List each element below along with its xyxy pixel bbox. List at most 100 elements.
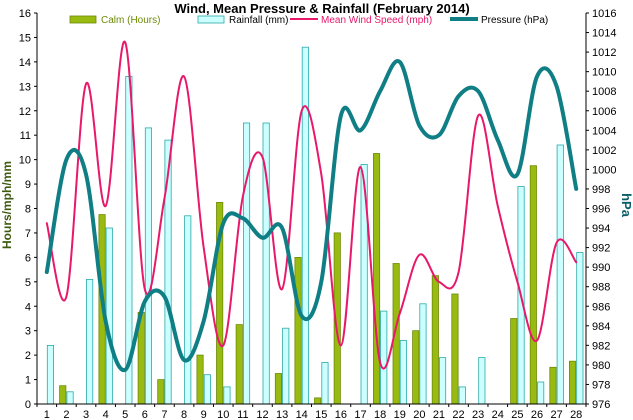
legend-label-calm: Calm (Hours) — [101, 15, 160, 26]
bar-rainfall — [399, 340, 407, 405]
y-axis-label-right: hPa — [619, 193, 633, 218]
x-tick-label: 13 — [276, 409, 288, 420]
y-tick-label-left: 5 — [25, 277, 31, 289]
x-tick-label: 24 — [492, 409, 504, 420]
legend-label-pressure: Pressure (hPa) — [481, 15, 548, 26]
bar-calm — [372, 153, 381, 405]
y-tick-label-left: 4 — [25, 301, 31, 313]
bar-calm — [451, 293, 459, 405]
bar-rainfall — [380, 310, 388, 405]
y-tick-label-right: 1010 — [592, 67, 616, 79]
bar-rainfall — [576, 252, 584, 405]
y-tick-label-right: 982 — [592, 340, 610, 352]
x-tick-label: 14 — [296, 409, 308, 420]
bar-rainfall — [282, 327, 290, 405]
y-tick-label-left: 13 — [19, 81, 31, 93]
x-tick-label: 28 — [570, 409, 582, 420]
chart-title: Wind, Mean Pressure & Rainfall (February… — [174, 1, 469, 16]
y-tick-label-right: 988 — [592, 282, 610, 294]
x-tick-label: 5 — [122, 409, 128, 420]
y-tick-label-right: 976 — [592, 399, 610, 411]
y-tick-label-left: 2 — [25, 350, 31, 362]
bar-rainfall — [458, 386, 466, 405]
x-tick-label: 6 — [142, 409, 148, 420]
x-tick-label: 23 — [472, 409, 484, 420]
y-tick-label-left: 9 — [25, 179, 31, 191]
x-tick-label: 9 — [201, 409, 207, 420]
y-tick-label-right: 990 — [592, 262, 610, 274]
bar-rainfall — [66, 391, 74, 405]
bar-rainfall — [223, 386, 231, 405]
x-tick-label: 10 — [217, 409, 229, 420]
y-tick-label-right: 1002 — [592, 145, 616, 157]
x-tick-label: 17 — [354, 409, 366, 420]
x-tick-label: 11 — [237, 409, 248, 420]
bar-rainfall — [242, 122, 251, 405]
y-tick-label-left: 6 — [25, 252, 31, 264]
x-tick-label: 4 — [103, 409, 109, 420]
bar-rainfall — [438, 357, 447, 405]
y-tick-label-right: 1016 — [592, 8, 616, 20]
bar-calm — [294, 256, 302, 405]
bar-calm — [235, 324, 243, 405]
y-tick-label-right: 1012 — [592, 47, 616, 59]
bar-calm — [510, 318, 518, 405]
y-axis-label-left: Hours/mph/mm — [0, 161, 14, 249]
series-line-pressure — [44, 59, 579, 372]
bar-rainfall — [537, 381, 545, 405]
y-tick-label-left: 8 — [25, 204, 31, 216]
series-line-wind-speed — [45, 41, 578, 370]
y-tick-label-right: 984 — [592, 321, 610, 333]
bar-calm — [196, 354, 204, 405]
y-tick-label-right: 992 — [592, 243, 610, 255]
y-tick-label-right: 1004 — [592, 125, 616, 137]
y-tick-label-right: 986 — [592, 301, 610, 313]
y-tick-label-left: 7 — [25, 228, 31, 240]
legend: Calm (Hours) Rainfall (mm) Mean Wind Speed… — [69, 15, 548, 26]
bar-calm — [59, 385, 67, 405]
bar-rainfall — [86, 278, 94, 405]
x-tick-label: 8 — [181, 409, 187, 420]
x-tick-label: 25 — [511, 409, 523, 420]
x-tick-label: 22 — [452, 409, 464, 420]
bar-calm — [569, 360, 577, 405]
x-tick-label: 12 — [256, 409, 268, 420]
bar-calm — [274, 373, 282, 405]
y-tick-label-left: 0 — [25, 399, 31, 411]
x-tick-label: 27 — [550, 409, 562, 420]
bar-rainfall — [105, 227, 113, 405]
y-tick-label-left: 1 — [25, 375, 31, 387]
y-tick-label-left: 14 — [19, 57, 31, 69]
x-tick-label: 2 — [63, 409, 69, 420]
bar-rainfall — [478, 357, 486, 405]
bar-rainfall — [301, 46, 309, 405]
x-tick-label: 15 — [315, 409, 327, 420]
y-tick-label-left: 15 — [19, 32, 31, 44]
bar-calm — [431, 275, 439, 405]
x-tick-label: 18 — [374, 409, 386, 420]
legend-swatch-calm — [69, 15, 97, 24]
y-tick-label-right: 980 — [592, 360, 610, 372]
legend-swatch-rainfall — [197, 15, 225, 24]
bar-calm — [529, 165, 537, 405]
x-tick-label: 20 — [413, 409, 425, 420]
y-tick-label-left: 11 — [20, 130, 31, 142]
legend-label-rainfall: Rainfall (mm) — [229, 15, 288, 26]
y-tick-label-left: 16 — [19, 8, 31, 20]
x-tick-label: 1 — [44, 409, 50, 420]
bar-rainfall — [144, 127, 153, 405]
lines-layer — [44, 41, 579, 372]
x-tick-label: 21 — [433, 409, 445, 420]
y-tick-label-right: 994 — [592, 223, 610, 235]
y-tick-label-right: 1008 — [592, 86, 616, 98]
x-tick-label: 7 — [161, 409, 167, 420]
bar-rainfall — [321, 362, 329, 405]
y-tick-label-right: 998 — [592, 184, 610, 196]
y-tick-label-left: 3 — [25, 326, 31, 338]
bar-rainfall — [419, 303, 427, 405]
axes-layer: 0123456789101112131415169769789809829849… — [19, 8, 617, 420]
bar-rainfall — [46, 344, 54, 405]
x-tick-label: 3 — [83, 409, 89, 420]
